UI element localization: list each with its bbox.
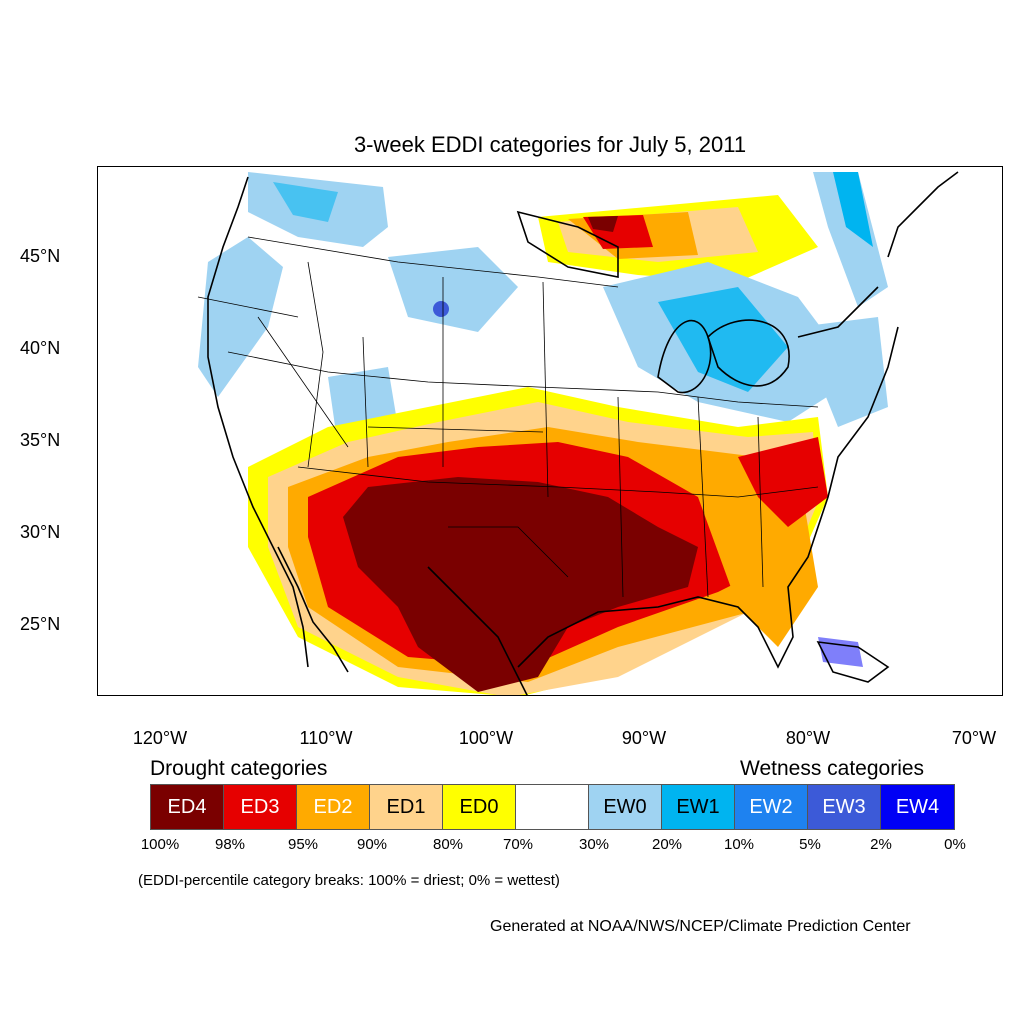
lat-label-45: 45°N (20, 246, 61, 266)
coastlines (207, 171, 959, 695)
map-area (97, 166, 1003, 696)
break-label: 0% (944, 836, 966, 853)
legend-ew0: EW0 (589, 785, 662, 829)
legend-ew2: EW2 (735, 785, 808, 829)
break-label: 30% (578, 836, 610, 853)
legend-ed0: ED0 (443, 785, 516, 829)
region-cuba-ew4 (818, 637, 863, 667)
break-label: 70% (502, 836, 534, 853)
wetness-heading: Wetness categories (740, 757, 925, 780)
region-canada-west-ew1 (273, 182, 338, 222)
lat-label-30: 30°N (20, 522, 61, 542)
lat-label-25: 25°N (20, 614, 61, 634)
legend-ed4: ED4 (151, 785, 224, 829)
region-northeast-wet (798, 317, 888, 427)
credit-text: Generated at NOAA/NWS/NCEP/Climate Predi… (490, 918, 911, 935)
region-canada-east-wet (813, 172, 888, 307)
region-south-ed4 (343, 477, 698, 692)
region-wy-ew3 (433, 301, 449, 317)
legend-ed1: ED1 (370, 785, 443, 829)
legend-ew3: EW3 (808, 785, 881, 829)
lon-label-120: 120°W (132, 728, 188, 748)
lon-label-80: 80°W (785, 728, 831, 748)
lat-label-35: 35°N (20, 430, 61, 450)
break-label: 20% (651, 836, 683, 853)
legend-neutral (516, 785, 589, 829)
lon-label-90: 90°W (621, 728, 667, 748)
region-great-lakes-ew1 (658, 287, 788, 392)
legend-ed2: ED2 (297, 785, 370, 829)
break-label: 10% (723, 836, 755, 853)
region-canada-east-ew2 (833, 172, 873, 247)
legend-ew1: EW1 (662, 785, 735, 829)
legend-ed3: ED3 (224, 785, 297, 829)
drought-heading: Drought categories (150, 757, 328, 780)
map-title: 3-week EDDI categories for July 5, 2011 (353, 132, 747, 157)
region-northplains-wet (388, 247, 518, 332)
break-label: 100% (140, 836, 180, 853)
lon-label-70: 70°W (951, 728, 997, 748)
lon-label-110: 110°W (299, 728, 353, 748)
break-label: 95% (287, 836, 319, 853)
legend-ew4: EW4 (881, 785, 954, 829)
lon-label-100: 100°W (458, 728, 514, 748)
state-borders (197, 236, 819, 598)
break-label: 80% (432, 836, 464, 853)
break-label: 5% (799, 836, 821, 853)
eddi-map (197, 171, 959, 695)
region-ontario-ed4 (588, 216, 618, 232)
category-legend: ED4 ED3 ED2 ED1 ED0 EW0 EW1 EW2 EW3 EW4 (150, 784, 955, 830)
break-label: 98% (214, 836, 246, 853)
break-label: 90% (356, 836, 388, 853)
region-carolinas-ed3 (738, 437, 828, 527)
lat-label-40: 40°N (20, 338, 61, 358)
region-west-wet (198, 237, 283, 397)
category-note: (EDDI-percentile category breaks: 100% =… (138, 872, 560, 889)
break-label: 2% (870, 836, 892, 853)
